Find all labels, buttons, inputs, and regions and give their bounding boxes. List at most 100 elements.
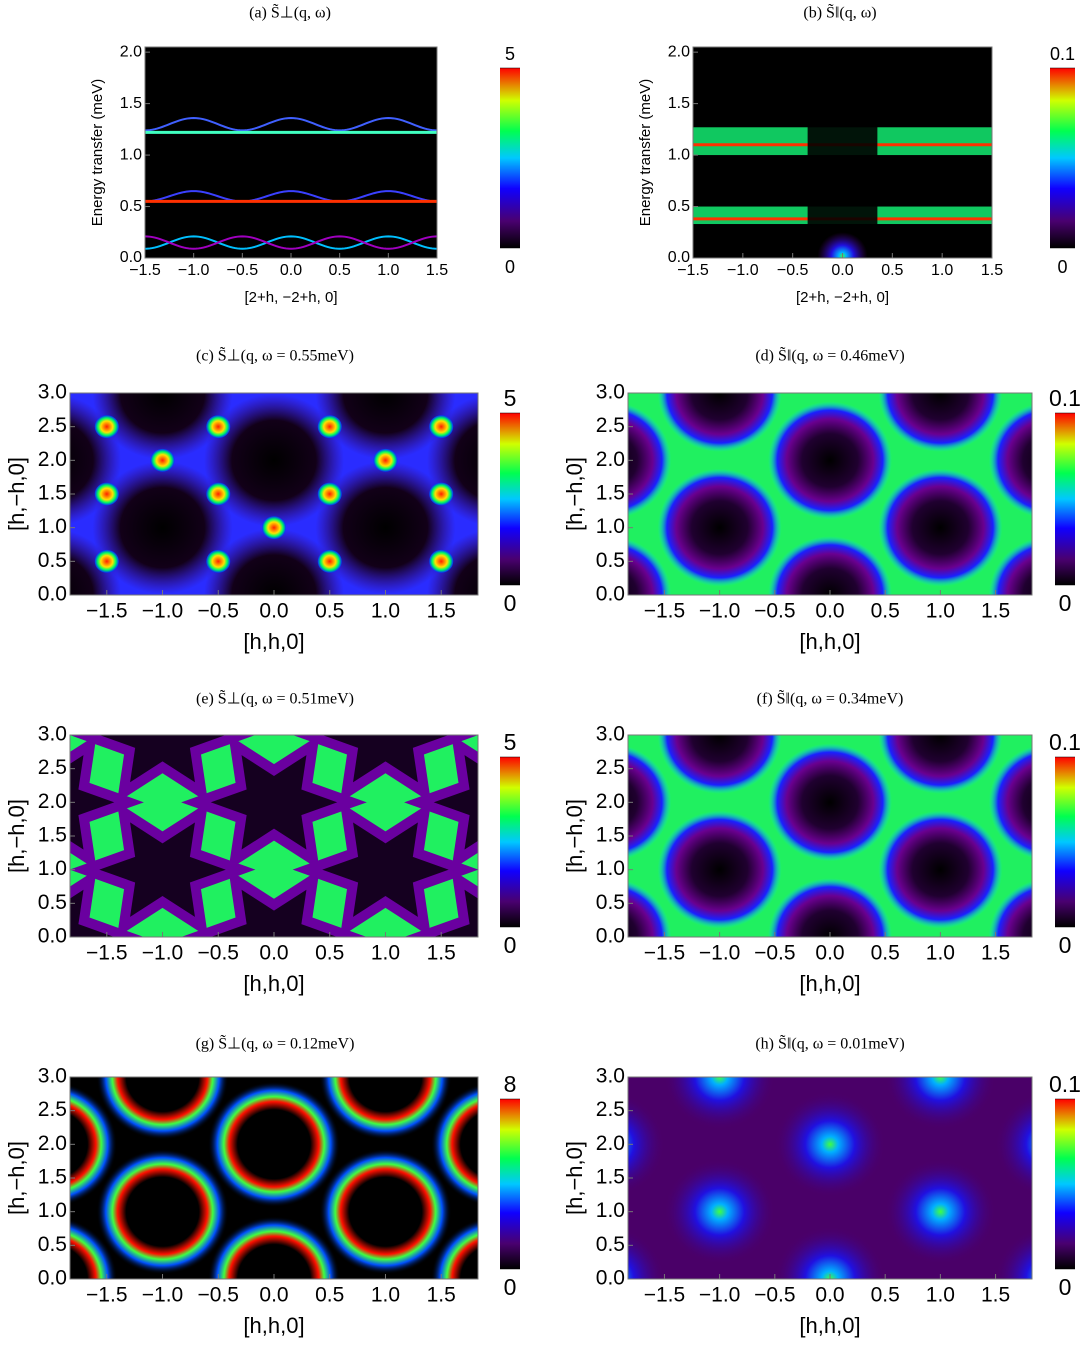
x-tick-label: −0.5 [198,941,239,964]
x-tick-label: 0.0 [831,262,853,279]
x-axis-label: [2+h, −2+h, 0] [245,289,338,306]
x-tick-label: 1.0 [926,599,955,622]
x-tick-label: −0.5 [754,941,795,964]
low-mode [817,232,868,258]
ring [208,1216,340,1279]
heatmap [70,1077,478,1279]
panel-title: (b) S̃‖(q, ω) [803,3,876,21]
x-axis-label: [h,h,0] [799,971,860,996]
x-tick-label: 0.5 [881,262,903,279]
panel-title: (e) S̃⊥(q, ω = 0.51meV) [196,689,354,707]
hole [988,404,1032,517]
x-tick-label: 1.5 [981,599,1010,622]
y-tick-label: 1.0 [120,146,142,163]
spot [317,549,342,573]
y-tick-label: 0.5 [596,891,625,914]
ring [319,1077,452,1140]
colorbar-label: 0 [1059,1274,1072,1300]
x-tick-label: 0.0 [815,599,844,622]
dark-region [204,259,344,392]
mode-band [145,190,437,203]
dark-region [204,393,344,527]
y-tick-label: 2.0 [596,448,625,471]
peak [885,1159,996,1264]
hole [628,880,672,937]
colorbar [1050,68,1075,248]
y-tick-label: 1.0 [668,146,690,163]
star [70,735,256,803]
hole [878,735,1003,794]
panel: −1.5 −1.0 −0.5 0.0 0.5 1.0 1.5 0.0 0.5 1.0 1.5 2.0 2… [562,1034,1081,1337]
hole [547,609,671,727]
heatmap [628,1077,1032,1279]
x-tick-label: 0.5 [871,941,900,964]
y-tick-label: 1.5 [38,482,67,505]
y-tick-label: 0.0 [38,925,67,948]
dark-region [427,259,567,392]
panel: −1.5 −1.0 −0.5 0.0 0.5 1.0 1.5 0.0 0.5 1.0 1.5 2.0 [… [89,3,520,306]
x-tick-label: 0.0 [815,941,844,964]
x-tick-label: −1.5 [677,262,709,279]
x-tick-label: 1.5 [426,262,448,279]
star [70,802,256,937]
y-tick-label: 1.5 [596,824,625,847]
y-axis-label: [h,−h,0] [562,457,587,531]
peak [885,1077,996,1130]
spot [206,415,231,439]
star [70,869,144,937]
y-tick-label: 3.0 [596,723,625,746]
colorbar [500,757,520,927]
y-tick-label: 0.0 [668,249,690,266]
y-axis-label: Energy transfer (meV) [637,79,654,227]
y-tick-label: 2.5 [38,1098,67,1121]
hole [768,743,892,862]
x-tick-label: 0.5 [315,941,344,964]
hole [878,810,1003,929]
hole [768,609,892,727]
y-tick-label: 1.5 [596,482,625,505]
colorbar-label: 0 [505,257,515,277]
panel-title: (c) S̃⊥(q, ω = 0.55meV) [196,346,354,364]
ring [96,1148,229,1275]
x-tick-label: 0.5 [871,599,900,622]
y-tick-label: 2.0 [596,1132,625,1155]
x-tick-label: 0.0 [259,599,288,622]
dark-region [315,393,456,460]
heatmap-background [145,47,437,258]
y-tick-label: 1.5 [38,1166,67,1189]
y-tick-label: 1.5 [668,95,690,112]
hole [657,735,782,794]
x-tick-label: −1.0 [699,941,740,964]
hole [768,878,892,937]
y-tick-label: 0.0 [38,1267,67,1290]
peak [628,1229,665,1279]
dark-region [92,393,233,460]
panel: −1.5 −1.0 −0.5 0.0 0.5 1.0 1.5 0.0 0.5 1.0 1.5 2.0 2… [4,259,567,654]
y-tick-label: 0.5 [120,198,142,215]
hole [657,810,782,929]
x-tick-label: −0.5 [754,599,795,622]
heatmap [145,47,437,258]
y-tick-label: 1.0 [38,515,67,538]
hole [878,468,1003,587]
hole [657,468,782,587]
dark-region [315,461,456,595]
x-tick-label: 1.0 [371,941,400,964]
x-tick-label: −1.5 [129,262,161,279]
dark-region [92,461,233,595]
star [292,735,478,803]
y-tick-label: 1.5 [120,95,142,112]
colorbar-label: 0 [1057,257,1067,277]
peak [664,1077,775,1130]
hole [628,538,672,595]
panel: −1.5 −1.0 −0.5 0.0 0.5 1.0 1.5 0.0 0.5 1.0 1.5 2.0 2… [562,346,1081,653]
x-tick-label: 0.5 [871,1283,900,1306]
y-tick-label: 0.5 [38,549,67,572]
x-tick-label: 1.0 [371,599,400,622]
spot [317,482,342,506]
hole [628,746,672,859]
x-tick-label: 0.0 [259,1283,288,1306]
x-tick-label: −1.5 [86,599,127,622]
colorbar [1055,413,1075,585]
colorbar-label: 0 [504,932,517,958]
